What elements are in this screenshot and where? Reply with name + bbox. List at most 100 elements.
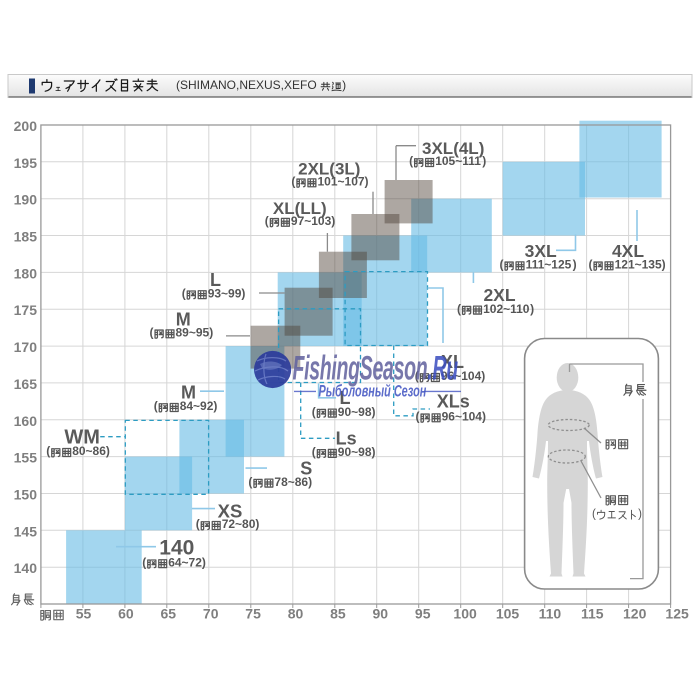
svg-text:90~98: 90~98 (338, 405, 372, 419)
svg-text:190: 190 (14, 192, 38, 208)
svg-text:): ) (213, 399, 217, 413)
svg-text:(: ( (150, 326, 154, 340)
svg-text:(: ( (416, 410, 420, 424)
svg-text:200: 200 (14, 118, 38, 134)
svg-text:(: ( (312, 405, 316, 419)
svg-text:175: 175 (14, 302, 38, 318)
svg-text:121~135: 121~135 (615, 258, 662, 272)
svg-text:(: ( (154, 399, 158, 413)
svg-text:XL: XL (441, 352, 464, 372)
svg-text:M: M (176, 310, 191, 330)
svg-text:(: ( (409, 154, 413, 168)
svg-text:XS: XS (218, 501, 243, 522)
svg-text:155: 155 (14, 450, 38, 466)
svg-text:150: 150 (14, 487, 38, 503)
svg-text:180: 180 (14, 265, 38, 281)
svg-text:(: ( (457, 302, 461, 316)
svg-text:FishingSeason.Ru: FishingSeason.Ru (293, 349, 459, 387)
svg-text:140: 140 (14, 560, 38, 576)
svg-text:(: ( (589, 258, 593, 272)
svg-text:(: ( (592, 508, 596, 520)
svg-text:90~98: 90~98 (338, 445, 372, 459)
svg-text:120: 120 (623, 606, 647, 622)
svg-text:XL(LL): XL(LL) (273, 199, 327, 218)
svg-text:75: 75 (245, 606, 261, 622)
svg-text:2XL: 2XL (483, 285, 515, 305)
svg-text:97~103: 97~103 (291, 214, 332, 228)
svg-text:3XL(4L): 3XL(4L) (422, 139, 484, 158)
svg-text:): ) (342, 78, 346, 92)
svg-text:): ) (638, 508, 642, 520)
svg-text:195: 195 (14, 155, 38, 171)
svg-text:S: S (300, 459, 312, 479)
svg-text:): ) (573, 258, 577, 272)
svg-text:80: 80 (288, 606, 304, 622)
svg-text:): ) (241, 286, 245, 300)
svg-text:170: 170 (14, 339, 38, 355)
svg-text:): ) (331, 214, 335, 228)
svg-text:110: 110 (539, 606, 562, 622)
svg-text:(: ( (196, 517, 200, 531)
svg-text:111~125: 111~125 (526, 258, 572, 272)
svg-text:(: ( (415, 369, 419, 383)
svg-text:64~72: 64~72 (168, 555, 202, 569)
svg-text:): ) (209, 326, 213, 340)
svg-text:125: 125 (665, 606, 689, 622)
svg-text:(: ( (312, 445, 316, 459)
svg-text:60: 60 (118, 606, 134, 622)
svg-text:55: 55 (76, 606, 92, 622)
svg-text:): ) (308, 475, 312, 489)
svg-text:100: 100 (453, 606, 477, 622)
svg-text:(: ( (248, 475, 252, 489)
svg-text:(: ( (265, 214, 269, 228)
svg-text:84~92: 84~92 (180, 399, 214, 413)
svg-text:96~104: 96~104 (441, 369, 482, 383)
svg-text:): ) (365, 175, 369, 189)
svg-text:70: 70 (203, 606, 219, 622)
svg-text:L: L (210, 270, 221, 290)
svg-text:(: ( (46, 444, 50, 458)
svg-text:102~110: 102~110 (483, 302, 530, 316)
svg-text:WM: WM (64, 427, 100, 449)
svg-text:140: 140 (159, 537, 194, 560)
svg-text:96~104: 96~104 (442, 410, 483, 424)
svg-text:(: ( (182, 286, 186, 300)
svg-text:93~99: 93~99 (208, 286, 242, 300)
svg-text:L: L (340, 388, 351, 408)
svg-text:115: 115 (581, 606, 604, 622)
svg-text:): ) (662, 258, 666, 272)
svg-text:): ) (482, 410, 486, 424)
svg-text:80~86: 80~86 (72, 444, 106, 458)
svg-text:90: 90 (373, 606, 389, 622)
svg-text:4XL: 4XL (612, 241, 644, 261)
svg-text:101~107: 101~107 (318, 175, 365, 189)
svg-text:): ) (481, 369, 485, 383)
svg-text:145: 145 (14, 523, 38, 539)
svg-text:): ) (202, 555, 206, 569)
svg-text:): ) (530, 302, 534, 316)
svg-text:160: 160 (14, 413, 38, 429)
svg-text:78~86: 78~86 (274, 475, 308, 489)
svg-text:105~111: 105~111 (435, 154, 481, 168)
svg-text:SHIMANO,NEXUS,XEFO: SHIMANO,NEXUS,XEFO (180, 78, 317, 92)
svg-text:72~80: 72~80 (222, 517, 256, 531)
svg-text:Ls: Ls (336, 429, 357, 449)
svg-text:(: ( (142, 555, 146, 569)
svg-text:Рыболовный Сезон: Рыболовный Сезон (319, 381, 427, 400)
svg-text:): ) (106, 444, 110, 458)
svg-text:M: M (181, 383, 196, 403)
svg-text:65: 65 (161, 606, 177, 622)
svg-text:89~95: 89~95 (176, 326, 210, 340)
svg-text:(: ( (291, 175, 295, 189)
svg-text:165: 165 (14, 376, 38, 392)
svg-text:2XL(3L): 2XL(3L) (298, 160, 360, 179)
svg-text:185: 185 (14, 229, 38, 245)
svg-text:95: 95 (415, 606, 431, 622)
svg-text:): ) (255, 517, 259, 531)
svg-text:105: 105 (496, 606, 520, 622)
svg-text:): ) (372, 445, 376, 459)
svg-text:): ) (372, 405, 376, 419)
svg-text:XLs: XLs (437, 391, 470, 411)
svg-text:): ) (482, 154, 486, 168)
svg-text:85: 85 (330, 606, 346, 622)
